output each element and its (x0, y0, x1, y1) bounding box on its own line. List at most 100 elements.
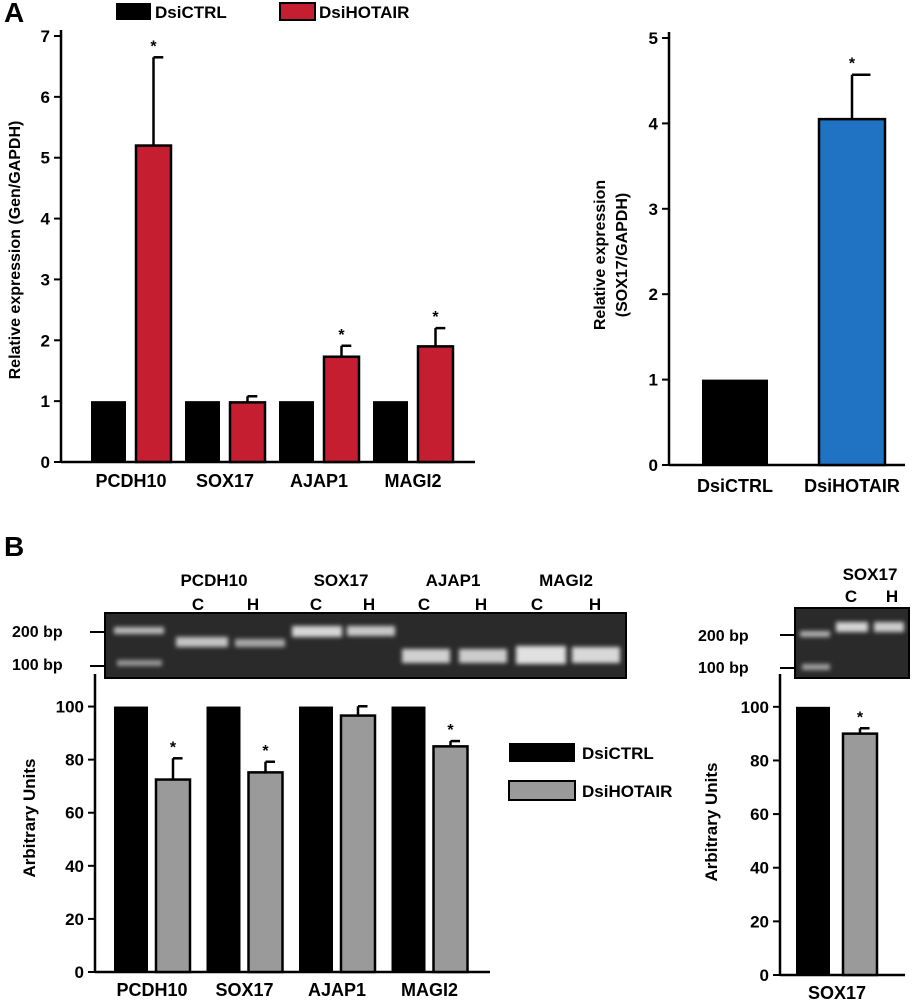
legend-swatch-ctrl (116, 3, 151, 20)
y-tick-label: 100 (741, 698, 769, 717)
y-tick-label: 100 (56, 698, 84, 717)
x-tick-label: PCDH10 (116, 980, 187, 1000)
y-tick-label: 0 (760, 966, 769, 985)
legend-label-ctrl: DsiCTRL (155, 3, 227, 22)
bar (185, 401, 220, 462)
y-tick-label: 80 (750, 751, 769, 770)
significance-mark: * (849, 56, 856, 73)
x-tick-label: AJAP1 (308, 980, 366, 1000)
gel-lane-label: C (845, 587, 857, 606)
gel-lane-label: C (531, 595, 543, 614)
gel-gene-label: SOX17 (843, 565, 898, 584)
y-tick-label: 40 (65, 857, 84, 876)
bar (416, 345, 455, 464)
x-tick-label: SOX17 (215, 980, 273, 1000)
chart-b2: Arbitrary Units 0 20 40 60 80 100 * SOX17 (702, 674, 905, 1001)
chart-a1: DsiCTRL DsiHOTAIR Relative expression (G… (7, 2, 475, 491)
gel-bands (800, 622, 904, 670)
gel-gene-label: AJAP1 (426, 571, 481, 590)
legend-label-ctrl: DsiCTRL (582, 744, 654, 763)
y-tick-label: 40 (750, 859, 769, 878)
y-tick-label: 60 (750, 805, 769, 824)
y-tick-label: 5 (649, 29, 658, 48)
bar (702, 379, 768, 465)
y-tick-label: 2 (41, 331, 50, 350)
x-tick-label: AJAP1 (290, 471, 348, 491)
y-tick-label: 4 (649, 114, 659, 133)
bar (339, 714, 377, 974)
y-tick-label: 60 (65, 804, 84, 823)
gel-bands (114, 626, 620, 666)
legend-swatch-ctrl (509, 743, 575, 762)
y-tick-label: 6 (41, 88, 50, 107)
gel-lane-label: H (886, 587, 898, 606)
significance-mark: * (432, 309, 439, 326)
gel-main: PCDH10 SOX17 AJAP1 MAGI2 C H C H C H C H… (12, 571, 627, 679)
x-tick-label: DsiCTRL (697, 476, 773, 496)
gel-lane-label: H (363, 595, 375, 614)
chart-a2: Relative expression (SOX17/GAPDH) 0 1 2 3 4 5… (592, 29, 905, 496)
bar (114, 706, 148, 972)
bar (373, 401, 408, 462)
panel-label-b: B (4, 531, 24, 562)
bar (134, 144, 173, 464)
x-tick-label: SOX17 (808, 983, 866, 1001)
legend-label-hotair: DsiHOTAIR (582, 782, 672, 801)
y-tick-label: 0 (41, 453, 50, 472)
gel-gene-label: PCDH10 (180, 571, 247, 590)
y-tick-label: 3 (41, 270, 50, 289)
bar (206, 706, 241, 972)
y-tick-label: 4 (41, 210, 51, 229)
legend-swatch-hotair (279, 2, 316, 21)
y-axis-label: Arbitrary Units (20, 758, 39, 877)
x-tick-label: MAGI2 (384, 471, 441, 491)
y-axis-label: Arbitrary Units (702, 762, 721, 881)
significance-mark: * (262, 743, 269, 760)
significance-mark: * (338, 327, 345, 344)
y-tick-label: 1 (41, 392, 50, 411)
gel-lane-label: H (475, 595, 487, 614)
gel-gene-label: SOX17 (314, 571, 369, 590)
bar (432, 745, 469, 974)
y-axis-label: Relative expression (Gen/GAPDH) (7, 121, 24, 380)
gel-lane-label: C (418, 595, 430, 614)
plot-area: 0 1 2 3 4 5 6 7 * PCDH10 SOX17 * AJAP1 * MAGI2 (41, 27, 475, 491)
plot-area: 0 20 40 60 80 100 * SOX17 (741, 674, 905, 1001)
x-tick-label: PCDH10 (95, 471, 166, 491)
y-axis-label-line2: (SOX17/GAPDH) (614, 193, 631, 317)
bar (154, 778, 192, 974)
gel-marker-label: 100 bp (698, 660, 749, 677)
significance-mark: * (170, 739, 177, 756)
plot-area: 0 1 2 3 4 5 DsiCTRL * DsiHOTAIR (649, 29, 905, 496)
significance-mark: * (857, 709, 864, 726)
bar (279, 401, 314, 462)
gel-gene-label: MAGI2 (539, 571, 593, 590)
x-tick-label: SOX17 (196, 471, 254, 491)
y-tick-label: 3 (649, 200, 658, 219)
gel-lane-label: C (310, 595, 322, 614)
y-tick-label: 80 (65, 751, 84, 770)
y-tick-label: 0 (75, 963, 84, 982)
gel-side: SOX17 C H 200 bp 100 bp (698, 565, 910, 679)
x-tick-label: MAGI2 (401, 980, 458, 1000)
gel-lane-label: H (247, 595, 259, 614)
bar (391, 706, 426, 972)
y-tick-label: 1 (649, 371, 658, 390)
bar (841, 732, 879, 977)
y-tick-label: 0 (649, 456, 658, 475)
y-tick-label: 5 (41, 149, 50, 168)
bar (817, 117, 887, 467)
y-tick-label: 7 (41, 27, 50, 46)
plot-area: 0 20 40 60 80 100 * PCDH10 * SOX17 AJAP1 * MAGI2 (56, 674, 490, 1000)
bar (247, 771, 284, 974)
bar (796, 706, 830, 975)
y-tick-label: 20 (750, 912, 769, 931)
significance-mark: * (447, 722, 454, 739)
gel-lane-label: C (192, 595, 204, 614)
gel-marker-label: 200 bp (698, 628, 749, 645)
chart-b1: Arbitrary Units 0 20 40 60 80 100 * PCDH10 * SOX1… (20, 674, 672, 1000)
gel-lane-label: H (589, 595, 601, 614)
bar (299, 706, 333, 972)
gel-marker-label: 100 bp (12, 657, 63, 674)
